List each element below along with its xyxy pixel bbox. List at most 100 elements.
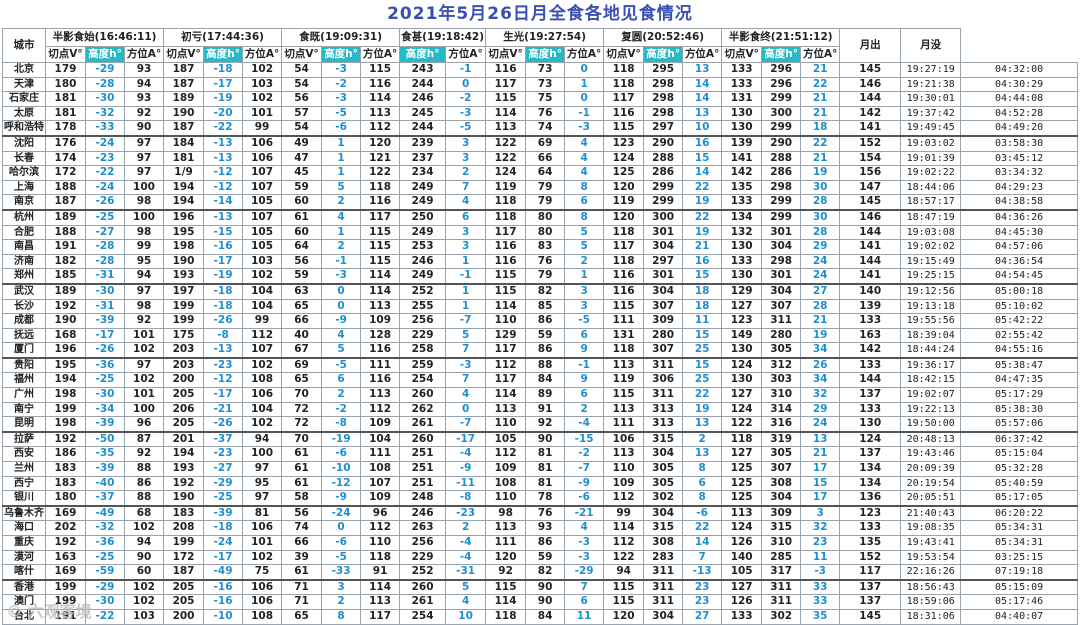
value-cell: 133 [839, 520, 902, 536]
value-cell: 86 [525, 342, 566, 359]
moonrise-cell: 20:48:13 [900, 431, 962, 448]
value-cell: 81 [525, 475, 566, 492]
value-cell: 66 [525, 150, 566, 167]
value-cell: 71 [281, 594, 323, 610]
value-cell: 163 [839, 327, 902, 344]
value-cell: 305 [761, 342, 802, 359]
city-cell: 武汉 [2, 283, 46, 300]
city-cell: 香港 [2, 579, 46, 596]
col-header: 切点V° [281, 46, 323, 63]
table-row: 广州 198 -30 101 205 -17 106 70 2 113 260 4 114 89 6 115 3… [2, 387, 1078, 403]
value-cell: 100 [242, 446, 283, 463]
table-row: 重庆 192 -36 94 199 -24 101 66 -6 110 256 -4 111 86 -3 11… [2, 535, 1078, 551]
elevation-cell: 23 [682, 579, 723, 596]
value-cell: 311 [643, 357, 684, 374]
value-cell: 179 [45, 62, 86, 78]
moonrise-cell: 20:05:51 [900, 490, 962, 507]
table-row: 喀什 169 -59 60 187 -49 75 61 -33 91 252 -31 92 82 -29 94… [2, 564, 1078, 581]
elevation-cell: 14 [682, 91, 723, 107]
elevation-cell: 5 [564, 239, 605, 255]
value-cell: 298 [761, 179, 802, 196]
city-cell: 长沙 [2, 298, 46, 315]
city-cell: 济南 [2, 253, 46, 270]
elevation-cell: -25 [85, 372, 125, 389]
value-cell: 109 [360, 490, 401, 507]
value-cell: 45 [281, 165, 323, 181]
value-cell: 60 [123, 564, 165, 581]
value-cell: 113 [360, 387, 401, 403]
elevation-cell: 0 [564, 62, 605, 78]
value-cell: 305 [643, 475, 684, 492]
value-cell: 254 [399, 608, 447, 625]
elevation-cell: -5 [321, 357, 362, 374]
value-cell: 252 [399, 283, 447, 300]
elevation-cell: 4 [564, 520, 605, 536]
value-cell: 68 [123, 505, 165, 522]
elevation-cell: -18 [203, 283, 244, 300]
value-cell: 183 [45, 461, 86, 477]
city-cell: 太原 [2, 105, 46, 122]
value-cell: 105 [242, 239, 283, 255]
value-cell: 111 [360, 357, 401, 374]
value-cell: 299 [761, 120, 802, 137]
moonset-cell: 05:34:31 [960, 535, 1078, 551]
value-cell: 92 [123, 446, 165, 463]
value-cell: 303 [761, 372, 802, 389]
elevation-cell: -37 [85, 490, 125, 507]
value-cell: 181 [45, 105, 86, 122]
value-cell: 290 [643, 135, 684, 152]
value-cell: 144 [839, 224, 902, 241]
elevation-cell: -21 [564, 505, 605, 522]
value-cell: 145 [839, 608, 902, 625]
value-cell: 83 [525, 239, 566, 255]
elevation-cell: -31 [445, 564, 487, 581]
value-cell: 108 [242, 608, 283, 625]
elevation-cell: 19 [800, 327, 841, 344]
elevation-cell: -8 [203, 327, 244, 344]
value-cell: 97 [123, 150, 165, 167]
elevation-cell: 18 [800, 120, 841, 137]
value-cell: 181 [45, 91, 86, 107]
value-cell: 116 [360, 342, 401, 359]
elevation-cell: -39 [85, 416, 125, 433]
elevation-cell: -18 [203, 298, 244, 315]
elevation-cell: 1 [564, 76, 605, 93]
value-cell: 127 [721, 579, 763, 596]
elevation-cell: -49 [85, 505, 125, 522]
value-cell: 194 [163, 194, 205, 211]
value-cell: 188 [45, 179, 86, 196]
value-cell: 174 [45, 150, 86, 167]
moonset-cell: 03:34:32 [960, 165, 1078, 181]
elevation-cell: 7 [445, 179, 487, 196]
moonset-cell: 03:45:12 [960, 150, 1078, 167]
elevation-cell: -27 [85, 224, 125, 241]
elevation-cell: 30 [800, 179, 841, 196]
value-cell: 120 [485, 549, 527, 566]
value-cell: 114 [485, 105, 527, 122]
value-cell: 105 [721, 564, 763, 581]
city-cell: 拉萨 [2, 431, 46, 448]
value-cell: 192 [45, 431, 86, 448]
value-cell: 78 [525, 490, 566, 507]
value-cell: 125 [721, 490, 763, 507]
value-cell: 315 [643, 520, 684, 536]
elevation-cell: 21 [800, 62, 841, 78]
elevation-cell: -23 [203, 357, 244, 374]
elevation-cell: -13 [203, 342, 244, 359]
value-cell: 113 [360, 105, 401, 122]
value-cell: 296 [761, 76, 802, 93]
moonset-cell: 06:20:22 [960, 505, 1078, 522]
elevation-cell: -39 [85, 461, 125, 477]
value-cell: 108 [242, 372, 283, 389]
value-cell: 115 [360, 224, 401, 241]
col-header: 高度h° [761, 46, 802, 63]
moonrise-cell: 19:30:01 [900, 91, 962, 107]
moonset-cell: 03:58:30 [960, 135, 1078, 152]
elevation-cell: -1 [445, 62, 487, 78]
value-cell: 110 [485, 490, 527, 507]
elevation-cell: -9 [321, 490, 362, 507]
value-cell: 198 [163, 239, 205, 255]
elevation-cell: 1 [321, 135, 362, 152]
value-cell: 82 [525, 283, 566, 300]
value-cell: 304 [643, 608, 684, 625]
